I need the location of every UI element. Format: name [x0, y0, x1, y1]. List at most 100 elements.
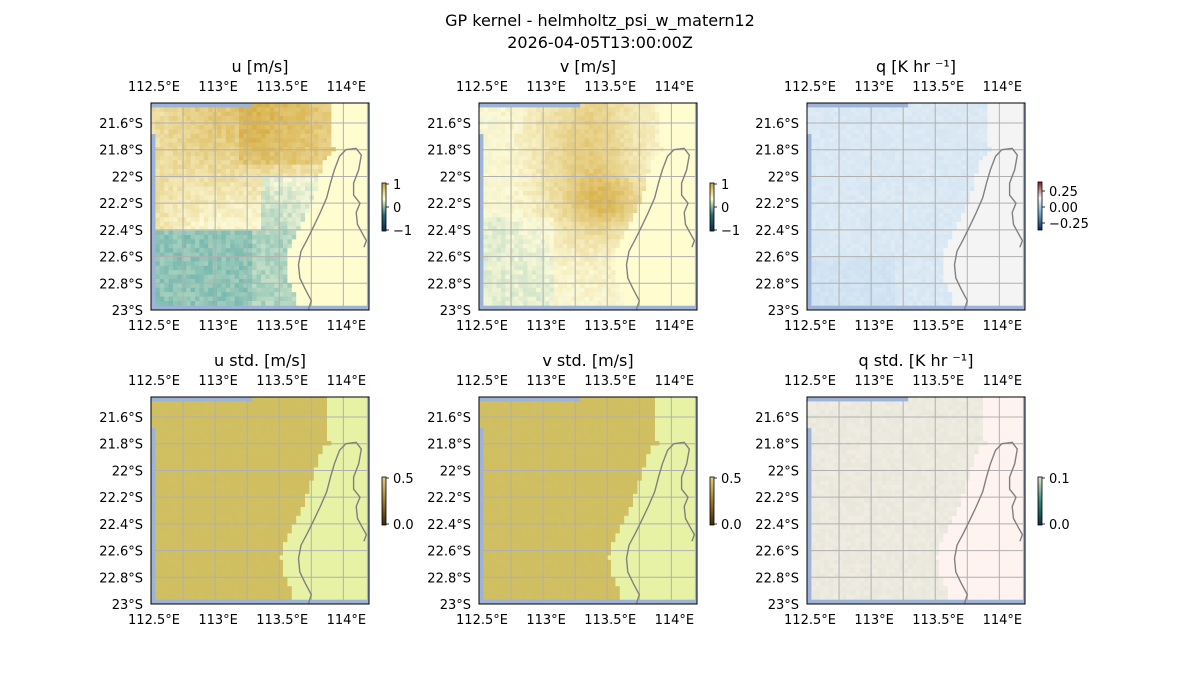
y-tick-label: 22.4°S: [99, 518, 143, 533]
x-tick-label-bottom: 112.5°E: [784, 613, 836, 628]
colorbar-tick-label: 0.0: [1049, 518, 1070, 533]
map-frame: [478, 102, 698, 311]
x-tick-label-top: 113°E: [526, 80, 566, 95]
y-tick-label: 21.6°S: [99, 117, 143, 132]
map-frame: [806, 102, 1026, 311]
x-tick-label-bottom: 112.5°E: [128, 613, 180, 628]
y-tick-label: 22.8°S: [755, 571, 799, 586]
y-tick-label: 22.8°S: [99, 571, 143, 586]
map-panel: 112.5°E 112.5°E 113°E 113°E 113.5°E 113.5°E 11…: [755, 80, 1026, 334]
x-tick-label-bottom: 113.5°E: [584, 613, 636, 628]
y-tick-label: 22.4°S: [99, 224, 143, 239]
gridlines: [479, 397, 697, 604]
y-tick-label: 22.6°S: [755, 545, 799, 560]
map-frame: [150, 102, 370, 311]
coastline: [297, 441, 368, 604]
y-tick-label: 23°S: [768, 304, 799, 319]
heatmap-field: [479, 397, 697, 604]
gridlines: [151, 397, 369, 604]
panel-title: q [K hr ⁻¹]: [876, 57, 956, 76]
y-tick-label: 22.4°S: [755, 224, 799, 239]
gridlines: [479, 103, 697, 310]
x-tick-label-top: 113°E: [198, 374, 238, 389]
y-tick-label: 21.6°S: [427, 117, 471, 132]
y-tick-label: 23°S: [112, 304, 143, 319]
colorbar: 0.250.00−0.25: [1037, 181, 1089, 232]
x-tick-label-bottom: 113°E: [854, 613, 894, 628]
y-tick-label: 22.8°S: [755, 277, 799, 292]
heatmap-field: [479, 103, 697, 310]
y-tick-label: 21.6°S: [99, 411, 143, 426]
y-tick-label: 22.8°S: [427, 277, 471, 292]
x-tick-label-top: 114°E: [983, 374, 1023, 389]
x-tick-label-bottom: 112.5°E: [456, 613, 508, 628]
x-tick-label-top: 113.5°E: [256, 374, 308, 389]
x-tick-label-top: 112.5°E: [456, 374, 508, 389]
x-tick-label-bottom: 114°E: [655, 613, 695, 628]
x-tick-label-bottom: 114°E: [655, 319, 695, 334]
x-tick-label-bottom: 113°E: [526, 319, 566, 334]
y-tick-label: 22.6°S: [99, 251, 143, 266]
colorbar-tick-label: 0.5: [393, 472, 414, 487]
colorbar-tick-label: 0.1: [1049, 472, 1070, 487]
x-tick-label-top: 114°E: [327, 80, 367, 95]
y-tick-label: 22.4°S: [427, 224, 471, 239]
x-tick-label-top: 113.5°E: [256, 80, 308, 95]
y-tick-label: 22.6°S: [427, 545, 471, 560]
heatmap-field: [151, 103, 369, 310]
x-tick-label-top: 112.5°E: [128, 80, 180, 95]
y-tick-label: 21.6°S: [755, 117, 799, 132]
y-tick-label: 22.4°S: [755, 518, 799, 533]
figure-timestamp: 2026-04-05T13:00:00Z: [507, 33, 693, 52]
panel-title: v [m/s]: [559, 57, 617, 76]
x-tick-label-top: 113°E: [198, 80, 238, 95]
x-tick-label-bottom: 114°E: [983, 319, 1023, 334]
y-tick-label: 21.6°S: [427, 411, 471, 426]
panel-title: u [m/s]: [231, 57, 289, 76]
x-tick-label-top: 113.5°E: [584, 374, 636, 389]
colorbar-tick-label: 0: [393, 201, 401, 216]
y-tick-label: 22.2°S: [99, 491, 143, 506]
y-tick-label: 21.8°S: [427, 144, 471, 159]
y-tick-label: 22.2°S: [755, 491, 799, 506]
y-tick-label: 23°S: [768, 598, 799, 613]
x-tick-label-bottom: 114°E: [327, 613, 367, 628]
x-tick-label-bottom: 113°E: [854, 319, 894, 334]
x-tick-label-top: 113.5°E: [912, 374, 964, 389]
colorbar-tick-label: 0.25: [1049, 185, 1078, 200]
y-tick-label: 22°S: [440, 170, 471, 185]
y-tick-label: 23°S: [440, 598, 471, 613]
panel-title: q std. [K hr ⁻¹]: [858, 351, 974, 370]
x-tick-label-top: 112.5°E: [784, 80, 836, 95]
heatmap-field: [151, 397, 369, 604]
x-tick-label-bottom: 113.5°E: [912, 319, 964, 334]
y-tick-label: 22°S: [112, 464, 143, 479]
map-panel: 112.5°E 112.5°E 113°E 113°E 113.5°E 113.5°E 11…: [427, 374, 698, 628]
y-tick-label: 21.8°S: [99, 144, 143, 159]
y-tick-label: 23°S: [112, 598, 143, 613]
x-tick-label-bottom: 113.5°E: [256, 613, 308, 628]
x-tick-label-bottom: 113°E: [198, 613, 238, 628]
colorbar-tick-label: −1: [721, 224, 740, 239]
colorbar-tick-label: −1: [393, 224, 412, 239]
x-tick-label-top: 113°E: [854, 80, 894, 95]
x-tick-label-top: 112.5°E: [456, 80, 508, 95]
x-tick-label-top: 112.5°E: [128, 374, 180, 389]
y-tick-label: 21.6°S: [755, 411, 799, 426]
y-tick-label: 22.8°S: [99, 277, 143, 292]
x-tick-label-bottom: 114°E: [983, 613, 1023, 628]
map-frame: [150, 396, 370, 605]
heatmap-field: [807, 397, 1025, 604]
x-tick-label-bottom: 113°E: [526, 613, 566, 628]
coastline: [625, 147, 696, 310]
colorbar-tick-label: 0.00: [1049, 201, 1078, 216]
y-tick-label: 21.8°S: [427, 438, 471, 453]
colorbar: 0.5 0.0: [709, 472, 742, 533]
heatmap-field: [807, 103, 1025, 310]
y-tick-label: 21.8°S: [99, 438, 143, 453]
coastline: [953, 441, 1024, 604]
colorbar-tick-label: 1: [393, 178, 401, 193]
panel-title: u std. [m/s]: [214, 351, 306, 370]
colorbar-tick-label: 0.0: [393, 518, 414, 533]
x-tick-label-bottom: 113.5°E: [912, 613, 964, 628]
